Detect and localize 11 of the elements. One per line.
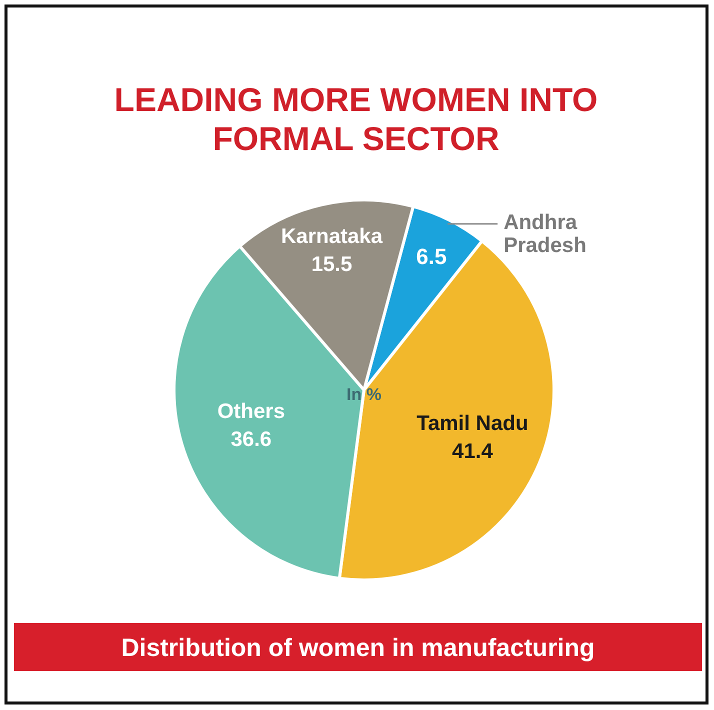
slice-label: Others <box>217 400 285 423</box>
text: Distribution of women in manufacturing <box>121 634 595 662</box>
chart-title: LEADING MORE WOMEN INTO FORMAL SECTOR <box>114 81 598 157</box>
text: In % <box>346 385 382 404</box>
slice-label: Tamil Nadu <box>416 412 528 435</box>
data-label: 15.5 <box>311 253 353 276</box>
slice-label: Karnataka <box>280 225 383 248</box>
data-label: 36.6 <box>230 428 272 451</box>
data-label: 41.4 <box>452 440 494 463</box>
data-label: 6.5 <box>416 244 447 269</box>
slice-label: Andhra Pradesh <box>504 210 586 257</box>
